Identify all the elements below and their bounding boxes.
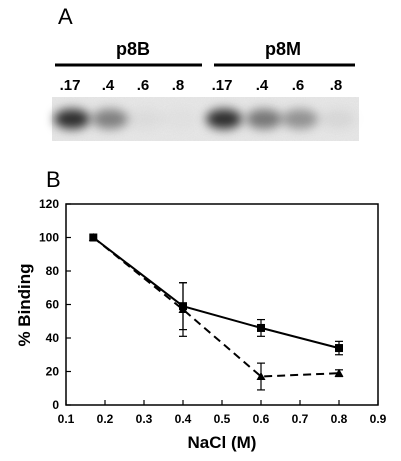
y-tick-label: 100: [39, 231, 59, 245]
gel-bands: [54, 109, 356, 129]
x-tick-label: 0.1: [58, 412, 75, 426]
x-tick-label: 0.6: [253, 412, 270, 426]
lane-label-p8m-4: .8: [330, 77, 343, 94]
data-point-square: [335, 344, 343, 353]
gel-band-p8b-4: [162, 109, 198, 129]
data-point-triangle: [88, 233, 98, 241]
data-point-square: [257, 323, 265, 332]
x-axis-title: NaCl (M): [188, 433, 257, 452]
group-label-p8b: p8B: [116, 39, 150, 59]
gel-band-p8b-2: [92, 109, 128, 129]
series-line-1: [92, 236, 340, 350]
group-label-p8m: p8M: [265, 39, 301, 59]
lane-label-p8b-1: .17: [60, 77, 81, 94]
x-axis-ticks: 0.1 0.2 0.3 0.4 0.5 0.6 0.7 0.8 0.9: [58, 400, 387, 426]
gel-band-p8m-4: [320, 109, 356, 129]
y-tick-label: 0: [52, 398, 59, 412]
x-tick-label: 0.4: [175, 412, 192, 426]
x-tick-label: 0.9: [370, 412, 387, 426]
gel-band-p8b-1: [54, 109, 90, 129]
series-group: [88, 233, 344, 391]
gel-band-p8m-1: [206, 109, 242, 129]
gel-band-p8b-3: [127, 109, 163, 129]
y-tick-label: 20: [46, 365, 60, 379]
x-tick-label: 0.7: [292, 412, 309, 426]
binding-chart: 0 20 40 60 80 100 120 0.1 0.2 0.3 0.4 0.5 0.6 0.7 0.8…: [15, 197, 387, 452]
lane-labels: .17 .4 .6 .8 .17 .4 .6 .8: [60, 77, 343, 94]
y-axis-title: % Binding: [15, 263, 34, 346]
gel-blot: [52, 97, 359, 141]
x-tick-label: 0.5: [214, 412, 231, 426]
series-line-2: [92, 236, 340, 378]
data-point-triangle: [178, 305, 188, 313]
lane-label-p8b-4: .8: [172, 77, 185, 94]
x-tick-label: 0.8: [331, 412, 348, 426]
gel-band-p8m-2: [246, 109, 282, 129]
lane-label-p8m-2: .4: [256, 77, 269, 94]
y-tick-label: 80: [46, 264, 60, 278]
lane-label-p8b-2: .4: [102, 77, 115, 94]
data-point-triangle: [334, 368, 344, 377]
panel-b-letter: B: [46, 167, 61, 192]
y-axis-ticks: 0 20 40 60 80 100 120: [39, 197, 71, 412]
x-tick-label: 0.3: [136, 412, 153, 426]
y-tick-label: 120: [39, 197, 59, 211]
y-tick-label: 40: [46, 331, 60, 345]
y-tick-label: 60: [46, 298, 60, 312]
lane-label-p8m-1: .17: [212, 77, 233, 94]
panel-a-letter: A: [58, 4, 73, 29]
lane-label-p8m-3: .6: [292, 77, 305, 94]
gel-band-p8m-3: [282, 109, 318, 129]
data-point-triangle: [256, 372, 266, 380]
x-tick-label: 0.2: [97, 412, 114, 426]
lane-label-p8b-3: .6: [137, 77, 150, 94]
plot-frame: [65, 203, 379, 406]
